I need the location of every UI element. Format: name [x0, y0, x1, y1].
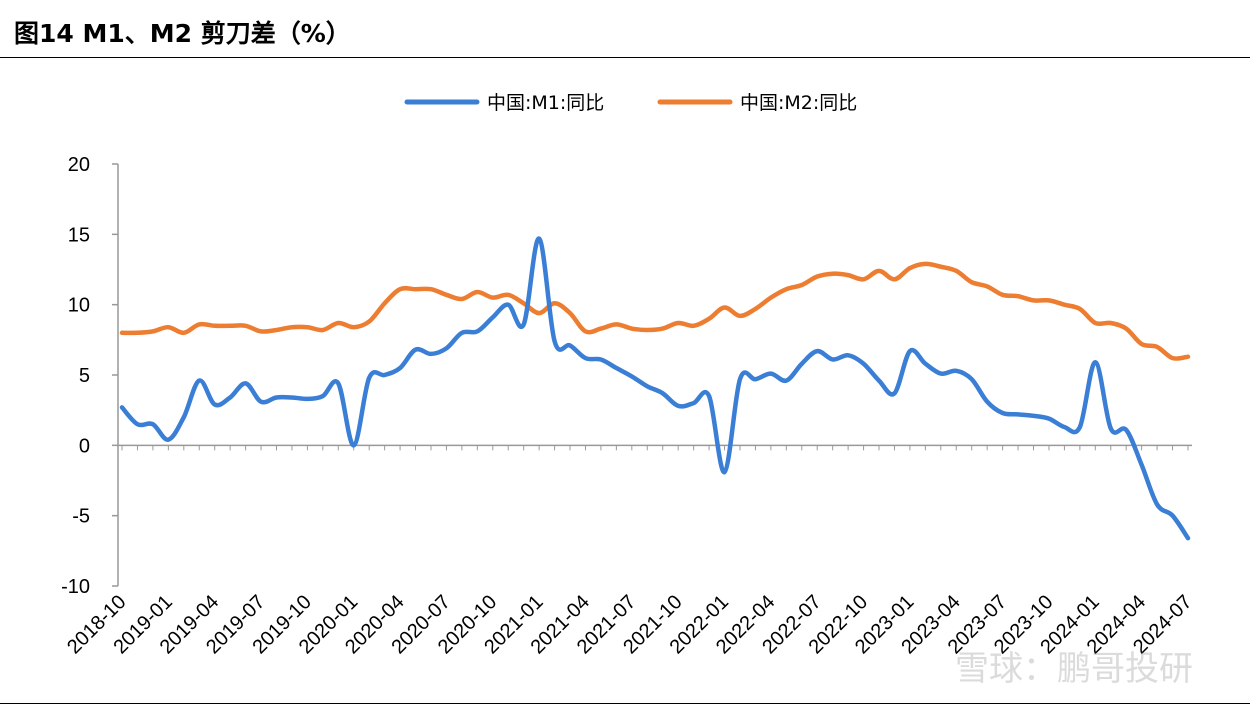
legend: 中国:M1:同比 中国:M2:同比 [404, 92, 857, 114]
legend-label-m2: 中国:M2:同比 [740, 92, 857, 114]
watermark: 雪球：鹏哥投研 [955, 649, 1193, 689]
top-rule [0, 57, 1250, 58]
y-tick-label: 10 [68, 295, 90, 317]
chart-title: 图14 M1、M2 剪刀差（%） [14, 19, 351, 48]
series-line-m2 [119, 261, 1191, 361]
bottom-rule [0, 703, 1250, 704]
series-line-m1 [119, 236, 1191, 541]
y-tick-label: 20 [68, 154, 90, 176]
y-axis: -10 -5 0 5 10 15 20 [61, 154, 119, 598]
y-tick-label: -5 [72, 506, 90, 528]
legend-label-m1: 中国:M1:同比 [487, 92, 604, 114]
y-tick-label: 15 [68, 224, 90, 246]
x-axis: 2018-102019-012019-042019-072019-102020-… [63, 444, 1197, 658]
y-tick-label: 5 [79, 365, 90, 387]
y-tick-label: -10 [61, 576, 90, 598]
y-tick-label: 0 [79, 435, 90, 457]
series-layer [119, 236, 1191, 541]
